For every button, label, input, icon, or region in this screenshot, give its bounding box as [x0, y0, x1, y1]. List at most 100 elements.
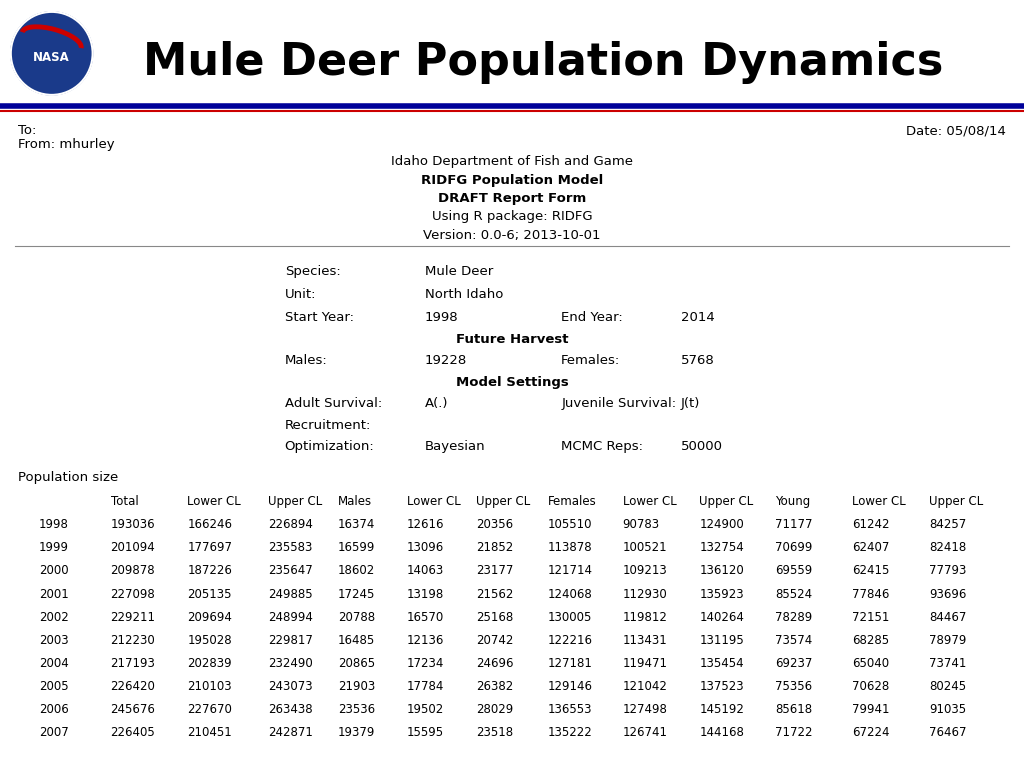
Text: A(.): A(.) [425, 397, 449, 410]
Text: 131195: 131195 [699, 634, 744, 647]
Text: 127181: 127181 [548, 657, 593, 670]
Text: 229817: 229817 [268, 634, 313, 647]
Text: 13096: 13096 [407, 541, 443, 554]
Text: 77793: 77793 [929, 564, 966, 578]
Text: 2005: 2005 [39, 680, 69, 693]
Text: 124068: 124068 [548, 588, 593, 601]
Text: 23177: 23177 [476, 564, 513, 578]
Text: Upper CL: Upper CL [929, 495, 983, 508]
Text: Upper CL: Upper CL [476, 495, 530, 508]
Text: To:: To: [18, 124, 37, 137]
Text: 202839: 202839 [187, 657, 232, 670]
Text: 69237: 69237 [775, 657, 812, 670]
Text: 209878: 209878 [111, 564, 156, 578]
Text: 127498: 127498 [623, 703, 668, 716]
Text: 77846: 77846 [852, 588, 889, 601]
Text: 72151: 72151 [852, 611, 889, 624]
Text: 23536: 23536 [338, 703, 375, 716]
Text: 14063: 14063 [407, 564, 443, 578]
Text: 68285: 68285 [852, 634, 889, 647]
Text: End Year:: End Year: [561, 311, 623, 324]
Text: 209694: 209694 [187, 611, 232, 624]
Text: 112930: 112930 [623, 588, 668, 601]
Text: MCMC Reps:: MCMC Reps: [561, 440, 643, 453]
Text: 248994: 248994 [268, 611, 313, 624]
Text: 245676: 245676 [111, 703, 156, 716]
Text: 226405: 226405 [111, 726, 156, 739]
Text: 20865: 20865 [338, 657, 375, 670]
Text: 235583: 235583 [268, 541, 312, 554]
Text: Lower CL: Lower CL [852, 495, 905, 508]
Text: 17784: 17784 [407, 680, 443, 693]
Text: 16374: 16374 [338, 518, 375, 531]
Text: 1998: 1998 [425, 311, 459, 324]
Text: Population size: Population size [18, 471, 119, 484]
Text: Females:: Females: [561, 354, 621, 367]
Text: 135222: 135222 [548, 726, 593, 739]
Text: 12616: 12616 [407, 518, 444, 531]
Text: 1998: 1998 [39, 518, 69, 531]
Text: 26382: 26382 [476, 680, 513, 693]
Text: 135454: 135454 [699, 657, 744, 670]
Text: 249885: 249885 [268, 588, 313, 601]
Text: 21852: 21852 [476, 541, 513, 554]
Text: 130005: 130005 [548, 611, 592, 624]
Text: 2002: 2002 [39, 611, 69, 624]
Text: 136120: 136120 [699, 564, 744, 578]
Text: 2014: 2014 [681, 311, 715, 324]
Text: 2001: 2001 [39, 588, 69, 601]
Text: 20788: 20788 [338, 611, 375, 624]
Text: Adult Survival:: Adult Survival: [285, 397, 382, 410]
Text: From: mhurley: From: mhurley [18, 138, 115, 151]
Text: 71722: 71722 [775, 726, 813, 739]
Text: 17234: 17234 [407, 657, 443, 670]
Text: 144168: 144168 [699, 726, 744, 739]
Text: Lower CL: Lower CL [187, 495, 241, 508]
Text: 78289: 78289 [775, 611, 812, 624]
Text: Recruitment:: Recruitment: [285, 419, 371, 432]
Text: Males: Males [338, 495, 372, 508]
Text: 227098: 227098 [111, 588, 156, 601]
Text: 21903: 21903 [338, 680, 375, 693]
Text: 2003: 2003 [39, 634, 69, 647]
Text: 195028: 195028 [187, 634, 232, 647]
Text: 16570: 16570 [407, 611, 443, 624]
Text: 71177: 71177 [775, 518, 813, 531]
Circle shape [11, 12, 92, 95]
Text: 187226: 187226 [187, 564, 232, 578]
Text: 226894: 226894 [268, 518, 313, 531]
Text: 61242: 61242 [852, 518, 890, 531]
Text: Young: Young [775, 495, 810, 508]
Text: 242871: 242871 [268, 726, 313, 739]
Text: 62407: 62407 [852, 541, 889, 554]
Text: Using R package: RIDFG: Using R package: RIDFG [432, 210, 592, 223]
Text: 24696: 24696 [476, 657, 514, 670]
Text: 19228: 19228 [425, 354, 467, 367]
Text: 2004: 2004 [39, 657, 69, 670]
Text: Juvenile Survival:: Juvenile Survival: [561, 397, 676, 410]
Text: Future Harvest: Future Harvest [456, 333, 568, 346]
Text: 205135: 205135 [187, 588, 231, 601]
Text: 75356: 75356 [775, 680, 812, 693]
Text: Upper CL: Upper CL [268, 495, 323, 508]
Text: 227670: 227670 [187, 703, 232, 716]
Text: Males:: Males: [285, 354, 328, 367]
Text: 93696: 93696 [929, 588, 966, 601]
Text: 67224: 67224 [852, 726, 890, 739]
Text: 119471: 119471 [623, 657, 668, 670]
Text: 193036: 193036 [111, 518, 156, 531]
Text: 28029: 28029 [476, 703, 513, 716]
Text: 13198: 13198 [407, 588, 443, 601]
Text: Idaho Department of Fish and Game: Idaho Department of Fish and Game [391, 155, 633, 168]
Text: 19379: 19379 [338, 726, 375, 739]
Text: Upper CL: Upper CL [699, 495, 754, 508]
Text: 119812: 119812 [623, 611, 668, 624]
Text: Species:: Species: [285, 265, 340, 278]
Text: 70699: 70699 [775, 541, 812, 554]
Text: Lower CL: Lower CL [407, 495, 460, 508]
Text: 5768: 5768 [681, 354, 715, 367]
Text: 1999: 1999 [39, 541, 69, 554]
Text: RIDFG Population Model: RIDFG Population Model [421, 174, 603, 187]
Text: 137523: 137523 [699, 680, 744, 693]
Text: 212230: 212230 [111, 634, 156, 647]
